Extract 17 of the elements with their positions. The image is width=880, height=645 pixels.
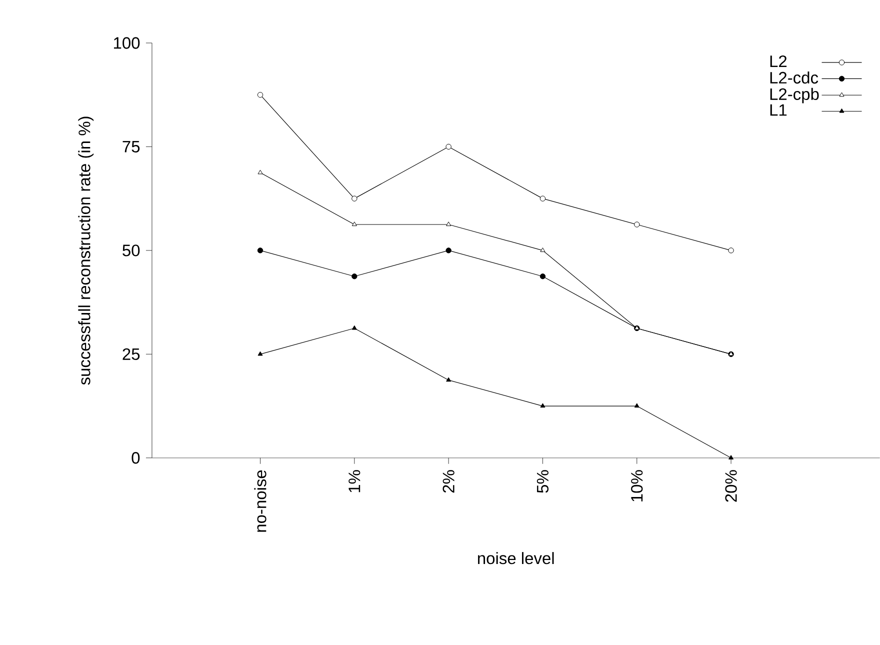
y-axis-title: successfull reconstruction rate (in %): [78, 116, 94, 385]
y-tick-label: 50: [122, 244, 140, 256]
x-tick-label: 2%: [442, 470, 454, 493]
x-axis-title: noise level: [478, 552, 554, 564]
x-tick-label: 5%: [536, 470, 549, 493]
y-tick-label: 100: [114, 37, 140, 49]
x-tick-label: 10%: [631, 470, 643, 502]
x-tick-label: 1%: [348, 470, 360, 492]
y-tick-label: 75: [122, 141, 140, 153]
legend-label: L1: [770, 104, 787, 116]
x-tick-label: no-noise: [254, 470, 266, 532]
y-tick-label: 0: [132, 452, 140, 464]
x-tick-label: 20%: [725, 470, 737, 502]
y-tick-label: 25: [122, 348, 140, 360]
legend-label: L2: [770, 56, 787, 68]
legend-label: L2-cdc: [770, 72, 818, 84]
legend-label: L2-cpb: [770, 88, 819, 104]
